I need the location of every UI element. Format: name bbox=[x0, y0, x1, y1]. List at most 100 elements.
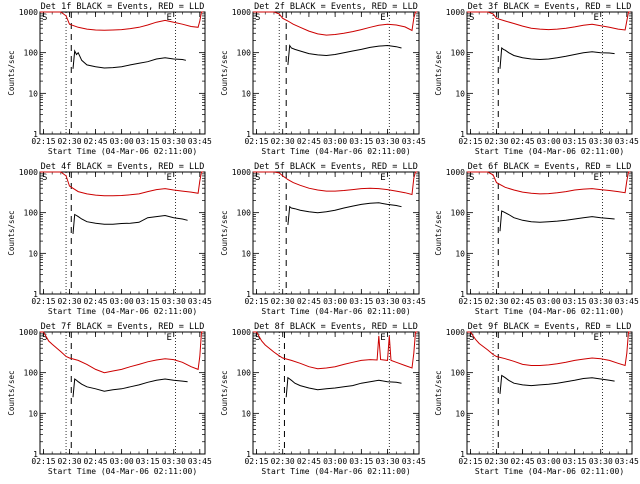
end-marker-label: E bbox=[166, 13, 171, 23]
y-axis-label: Counts/sec bbox=[434, 370, 443, 415]
x-axis-label: Start Time (04-Mar-06 02:11:00) bbox=[261, 467, 410, 476]
y-tick-label: 1000 bbox=[446, 168, 465, 177]
y-tick-label: 1 bbox=[33, 130, 38, 139]
x-tick-label: 02:45 bbox=[511, 457, 535, 466]
plot-title: Det 6f BLACK = Events, RED = LLD bbox=[468, 162, 632, 172]
x-tick-label: 02:45 bbox=[84, 457, 108, 466]
series-line-events bbox=[285, 376, 402, 398]
plot-frame bbox=[252, 171, 420, 295]
x-tick-label: 03:15 bbox=[349, 457, 373, 466]
x-tick-label: 03:15 bbox=[563, 297, 587, 306]
y-tick-label: 1 bbox=[246, 130, 251, 139]
x-tick-label: 03:15 bbox=[563, 137, 587, 146]
end-marker-label: E bbox=[593, 333, 598, 343]
y-tick-label: 100 bbox=[451, 49, 466, 58]
x-tick-label: 03:15 bbox=[136, 297, 160, 306]
start-marker-label: S bbox=[469, 333, 474, 343]
y-tick-label: 1000 bbox=[19, 168, 38, 177]
y-tick-label: 10 bbox=[241, 249, 251, 258]
y-axis-label: Counts/sec bbox=[220, 210, 229, 255]
y-tick-label: 100 bbox=[451, 369, 466, 378]
series-line-lld bbox=[40, 171, 204, 197]
series-line-events bbox=[287, 44, 402, 65]
y-tick-label: 1000 bbox=[232, 328, 251, 337]
series-line-events bbox=[287, 202, 402, 225]
x-tick-label: 02:15 bbox=[31, 457, 55, 466]
series-line-lld bbox=[40, 11, 204, 31]
y-axis-label: Counts/sec bbox=[434, 210, 443, 255]
series-line-lld bbox=[467, 11, 631, 31]
x-tick-label: 03:00 bbox=[537, 297, 561, 306]
x-tick-label: 03:30 bbox=[589, 297, 613, 306]
start-marker-label: S bbox=[469, 13, 474, 23]
y-axis-label: Counts/sec bbox=[434, 50, 443, 95]
plot-title: Det 9f BLACK = Events, RED = LLD bbox=[468, 322, 632, 332]
x-tick-label: 03:15 bbox=[136, 137, 160, 146]
plot-title: Det 7f BLACK = Events, RED = LLD bbox=[41, 322, 205, 332]
y-tick-label: 100 bbox=[237, 209, 252, 218]
y-tick-label: 10 bbox=[455, 249, 465, 258]
series-line-lld bbox=[253, 171, 418, 196]
end-marker-label: E bbox=[166, 333, 171, 343]
x-tick-label: 03:45 bbox=[615, 457, 639, 466]
x-tick-label: 02:30 bbox=[57, 297, 81, 306]
x-tick-label: 03:00 bbox=[323, 457, 347, 466]
series-line-lld bbox=[253, 331, 418, 370]
x-tick-label: 02:30 bbox=[57, 137, 81, 146]
x-tick-label: 03:00 bbox=[537, 137, 561, 146]
plot-frame bbox=[466, 171, 633, 295]
x-tick-label: 02:15 bbox=[458, 457, 482, 466]
x-tick-label: 03:45 bbox=[615, 297, 639, 306]
end-marker-label: E bbox=[593, 173, 598, 183]
plot-frame bbox=[252, 331, 420, 455]
x-tick-label: 03:30 bbox=[162, 457, 186, 466]
plot-title: Det 4f BLACK = Events, RED = LLD bbox=[41, 162, 205, 172]
series-line-lld bbox=[467, 331, 631, 367]
x-tick-label: 02:15 bbox=[244, 297, 268, 306]
x-tick-label: 02:45 bbox=[297, 297, 321, 306]
x-tick-label: 03:30 bbox=[162, 137, 186, 146]
x-tick-label: 02:45 bbox=[511, 297, 535, 306]
y-tick-label: 1 bbox=[460, 290, 465, 299]
plot-frame bbox=[466, 331, 633, 455]
x-tick-label: 03:00 bbox=[110, 297, 134, 306]
detector-plot-6: Det 6f BLACK = Events, RED = LLD 1 10 100 10… bbox=[434, 162, 639, 316]
plot-frame bbox=[39, 171, 206, 295]
detector-plot-3: Det 3f BLACK = Events, RED = LLD 1 10 100 10… bbox=[434, 2, 639, 156]
detector-plot-4: Det 4f BLACK = Events, RED = LLD 1 10 100 10… bbox=[7, 162, 212, 316]
y-tick-label: 10 bbox=[28, 249, 38, 258]
end-marker-label: E bbox=[380, 173, 385, 183]
x-axis-label: Start Time (04-Mar-06 02:11:00) bbox=[48, 307, 197, 316]
x-tick-label: 02:15 bbox=[458, 297, 482, 306]
x-tick-label: 03:00 bbox=[110, 137, 134, 146]
x-tick-label: 02:15 bbox=[31, 297, 55, 306]
x-tick-label: 03:45 bbox=[615, 137, 639, 146]
end-marker-label: E bbox=[380, 13, 385, 23]
x-tick-label: 02:15 bbox=[31, 137, 55, 146]
x-tick-label: 03:45 bbox=[402, 457, 426, 466]
start-marker-label: S bbox=[42, 13, 47, 23]
y-tick-label: 10 bbox=[28, 409, 38, 418]
y-tick-label: 10 bbox=[455, 89, 465, 98]
x-tick-label: 03:15 bbox=[349, 297, 373, 306]
y-tick-label: 1000 bbox=[232, 8, 251, 17]
start-marker-label: S bbox=[469, 173, 474, 183]
y-tick-label: 1 bbox=[33, 450, 38, 459]
end-marker-label: E bbox=[593, 13, 598, 23]
y-tick-label: 1000 bbox=[446, 328, 465, 337]
x-tick-label: 03:30 bbox=[589, 457, 613, 466]
y-tick-label: 100 bbox=[451, 209, 466, 218]
x-tick-label: 03:30 bbox=[589, 137, 613, 146]
y-tick-label: 100 bbox=[24, 49, 39, 58]
y-tick-label: 10 bbox=[241, 89, 251, 98]
start-marker-label: S bbox=[255, 173, 260, 183]
plot-title: Det 8f BLACK = Events, RED = LLD bbox=[254, 322, 418, 332]
x-tick-label: 03:15 bbox=[563, 457, 587, 466]
x-tick-label: 02:30 bbox=[57, 457, 81, 466]
series-line-events bbox=[499, 210, 615, 232]
x-tick-label: 02:30 bbox=[271, 457, 295, 466]
plot-frame bbox=[252, 11, 420, 135]
x-tick-label: 02:15 bbox=[244, 457, 268, 466]
x-axis-label: Start Time (04-Mar-06 02:11:00) bbox=[475, 147, 624, 156]
plot-title: Det 1f BLACK = Events, RED = LLD bbox=[41, 2, 205, 12]
